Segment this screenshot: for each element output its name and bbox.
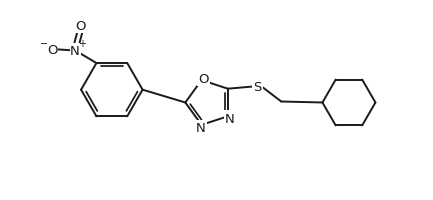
Text: +: + xyxy=(78,39,86,49)
Text: N: N xyxy=(70,44,80,57)
Text: S: S xyxy=(254,81,262,94)
Text: N: N xyxy=(225,112,234,125)
Text: O: O xyxy=(198,72,209,85)
Text: O: O xyxy=(75,20,85,33)
Text: O: O xyxy=(47,44,58,57)
Text: N: N xyxy=(196,121,206,134)
Text: −: − xyxy=(40,39,48,49)
